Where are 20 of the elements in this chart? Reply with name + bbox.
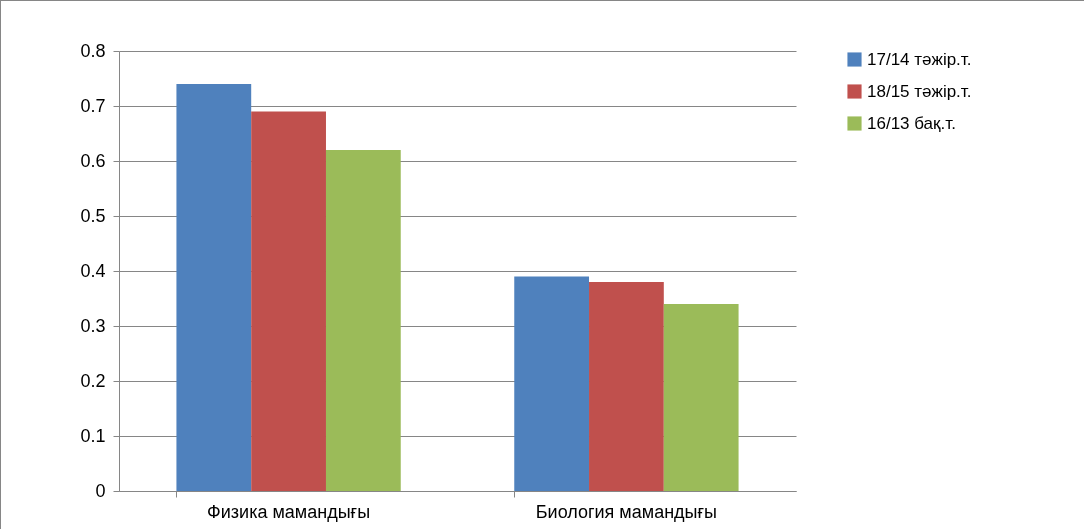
legend-label: 17/14 тәжір.т. bbox=[867, 49, 972, 69]
legend-label: 16/13 бақ.т. bbox=[867, 113, 956, 133]
y-tick-label: 0.8 bbox=[80, 40, 106, 61]
y-tick-label: 0 bbox=[95, 480, 106, 501]
x-tick-label: Физика мамандығы bbox=[207, 501, 371, 522]
bar bbox=[663, 304, 739, 491]
y-tick-label: 0.3 bbox=[80, 315, 106, 336]
bar bbox=[514, 276, 590, 491]
bar bbox=[251, 111, 326, 491]
y-tick-label: 0.5 bbox=[80, 205, 106, 226]
x-tick-label: Биология мамандығы bbox=[535, 501, 718, 522]
bar bbox=[589, 282, 664, 491]
y-tick-label: 0.6 bbox=[80, 150, 106, 171]
y-tick-label: 0.4 bbox=[80, 260, 106, 281]
y-tick-label: 0.2 bbox=[80, 370, 106, 391]
y-tick-label: 0.1 bbox=[80, 425, 106, 446]
bar bbox=[325, 150, 401, 491]
bar bbox=[176, 84, 252, 491]
y-tick-label: 0.7 bbox=[80, 95, 106, 116]
legend-label: 18/15 тәжір.т. bbox=[867, 81, 972, 101]
